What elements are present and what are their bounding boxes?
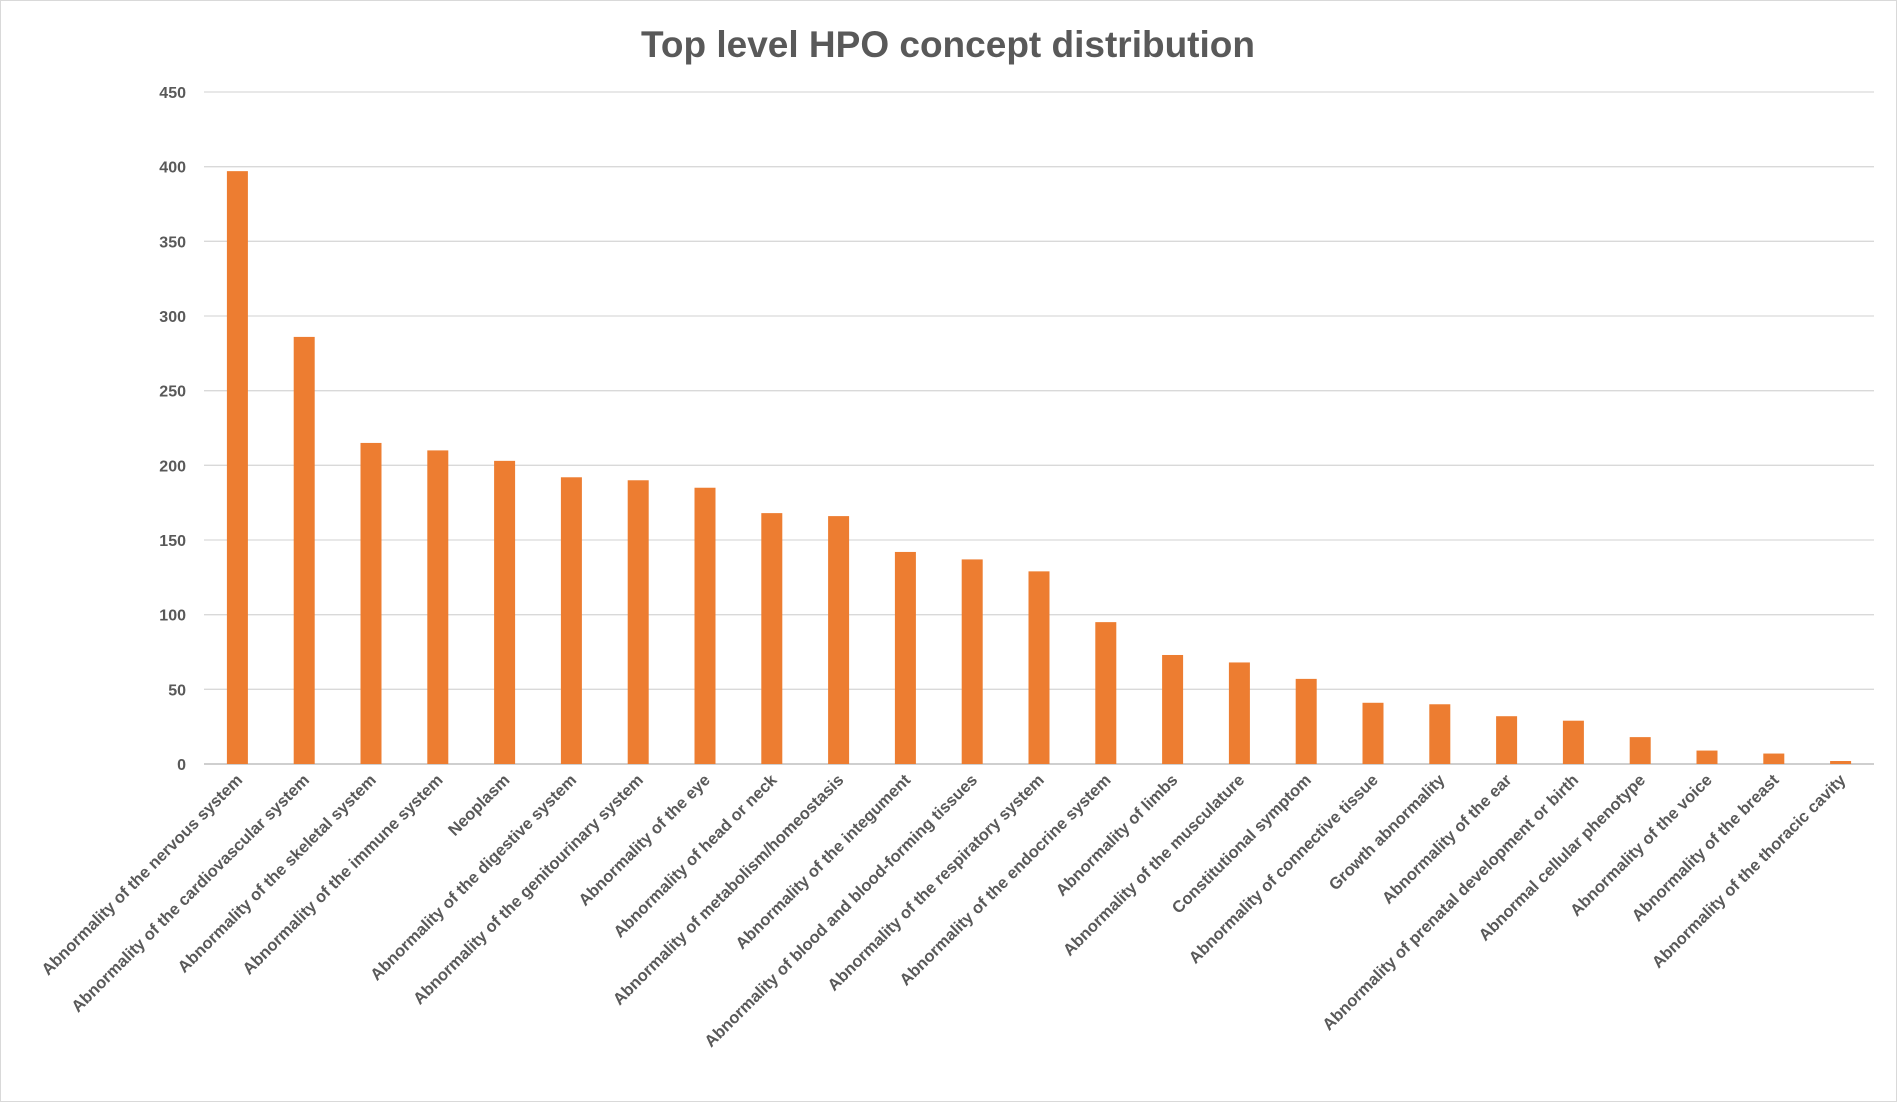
bar — [494, 460, 516, 764]
bar — [1763, 753, 1785, 764]
bar — [1162, 654, 1184, 764]
bar — [1362, 702, 1384, 764]
y-tick-label: 0 — [177, 757, 186, 774]
y-tick-label: 350 — [159, 234, 186, 251]
x-tick-label: Abnormality of limbs — [1053, 771, 1182, 900]
y-tick-label: 300 — [159, 309, 186, 326]
bar — [1562, 720, 1584, 764]
bar — [828, 516, 850, 764]
x-tick-label: Abnormality of the eye — [575, 771, 714, 910]
x-tick-label: Abnormality of the ear — [1379, 771, 1516, 908]
bar — [1696, 750, 1718, 764]
y-axis-tick-labels: 0 50 100 150 200 250 300 350 400 450 — [159, 85, 186, 774]
x-tick-label: Growth abnormality — [1326, 771, 1450, 895]
bar — [761, 513, 783, 764]
bar — [1028, 571, 1050, 764]
bar — [1629, 737, 1651, 764]
bar — [627, 480, 649, 764]
y-tick-label: 250 — [159, 384, 186, 401]
y-tick-label: 150 — [159, 533, 186, 550]
bar — [360, 442, 382, 764]
y-tick-label: 50 — [168, 682, 186, 699]
bar — [694, 487, 716, 764]
bar — [1496, 716, 1518, 764]
y-tick-label: 450 — [159, 85, 186, 102]
y-tick-label: 200 — [159, 458, 186, 475]
bar — [1295, 678, 1317, 764]
chart-title: Top level HPO concept distribution — [641, 24, 1255, 65]
x-tick-label: Constitutional symptom — [1169, 771, 1315, 917]
x-axis-tick-labels: Abnormality of the nervous systemAbnorma… — [38, 771, 1850, 1051]
y-tick-label: 100 — [159, 608, 186, 625]
bar — [1095, 622, 1117, 764]
x-tick-label: Abnormality of metabolism/homeostasis — [610, 771, 848, 1009]
bar — [1429, 704, 1451, 764]
bar — [226, 171, 248, 764]
gridlines — [204, 91, 1874, 690]
bar — [961, 559, 983, 764]
x-tick-label: Abnormality of the voice — [1567, 771, 1716, 920]
bar — [894, 551, 916, 764]
bar — [293, 336, 315, 764]
x-tick-label: Abnormality of prenatal development or b… — [1319, 771, 1582, 1034]
bar — [1830, 761, 1852, 764]
x-tick-label: Neoplasm — [445, 771, 513, 839]
bars — [226, 171, 1852, 764]
bar — [427, 450, 449, 764]
bar — [560, 477, 582, 764]
x-tick-label: Abnormality of the genitourinary system — [410, 771, 647, 1008]
bar — [1228, 662, 1250, 764]
y-tick-label: 400 — [159, 160, 186, 177]
x-tick-label: Abnormality of the cardiovascular system — [68, 771, 313, 1016]
